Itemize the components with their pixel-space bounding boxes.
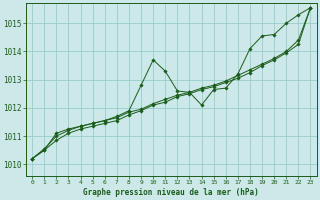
X-axis label: Graphe pression niveau de la mer (hPa): Graphe pression niveau de la mer (hPa): [84, 188, 259, 197]
